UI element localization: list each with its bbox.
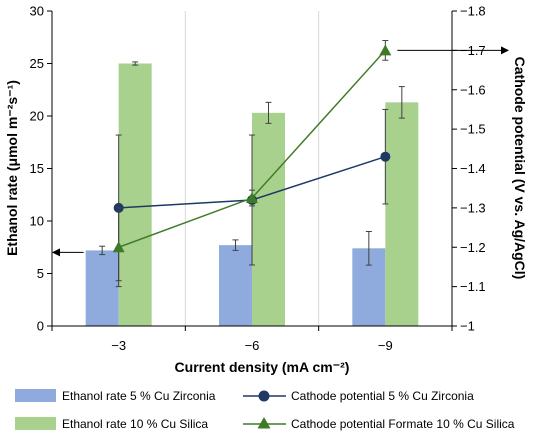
y-right-tick-label: −1 <box>460 319 475 334</box>
bar <box>85 250 119 326</box>
legend-label-bar-1: Ethanol rate 5 % Cu Zirconia <box>62 389 216 403</box>
bar <box>219 245 252 326</box>
y-right-tick-label: −1.4 <box>460 161 486 176</box>
legend-label-line-1: Cathode potential 5 % Cu Zirconia <box>291 389 474 403</box>
legend-marker-triangle <box>257 417 271 429</box>
y-right-tick-label: −1.7 <box>460 43 486 58</box>
bars <box>85 61 419 326</box>
y-left-tick-label: 15 <box>30 161 44 176</box>
bar <box>252 112 285 326</box>
y-left-tick-label: 5 <box>37 266 44 281</box>
y-left-tick-label: 10 <box>30 214 44 229</box>
y-left-tick-label: 20 <box>30 109 44 124</box>
data-point <box>379 44 392 56</box>
y-right-tick-label: −1.3 <box>460 200 486 215</box>
data-point <box>112 241 125 253</box>
tick-labels: 0 5 10 15 20 25 30 −1 −1.1 −1.2 −1.3 −1.4 −1.5 −1.6 −1… <box>30 4 486 354</box>
y-right-tick-label: −1.6 <box>460 82 486 97</box>
lines <box>112 40 392 288</box>
legend-label-line-2: Cathode potential Formate 10 % Cu Silica <box>291 417 515 431</box>
legend-marker-circle <box>258 390 270 402</box>
x-tick-label: −6 <box>245 338 260 353</box>
bar <box>118 63 152 326</box>
legend-swatch-bar-1 <box>15 389 56 402</box>
y-left-tick-label: 0 <box>37 319 44 334</box>
x-axis-title: Current density (mA cm⁻²) <box>175 359 350 375</box>
data-point <box>380 151 391 162</box>
axes <box>47 10 509 331</box>
y-right-tick-label: −1.8 <box>460 4 486 19</box>
y-left-tick-label: 25 <box>30 56 44 71</box>
grid-lines <box>184 11 320 326</box>
y-axis-right-title: Cathode potential (V vs. Ag/AgCl) <box>512 57 528 280</box>
y-right-tick-label: −1.5 <box>460 122 486 137</box>
x-tick-label: −9 <box>378 338 393 353</box>
y-left-tick-label: 30 <box>30 4 44 19</box>
data-point <box>246 192 258 204</box>
legend-label-bar-2: Ethanol rate 10 % Cu Silica <box>62 417 208 431</box>
legend-swatch-bar-2 <box>15 417 56 430</box>
y-right-tick-label: −1.1 <box>460 279 486 294</box>
bar <box>385 102 419 326</box>
y-right-tick-label: −1.2 <box>460 240 486 255</box>
legend: Ethanol rate 5 % Cu Zirconia Ethanol rat… <box>15 389 515 431</box>
x-tick-label: −3 <box>111 338 126 353</box>
y-axis-left-title: Ethanol rate (μmol m⁻²s⁻¹) <box>4 80 20 256</box>
